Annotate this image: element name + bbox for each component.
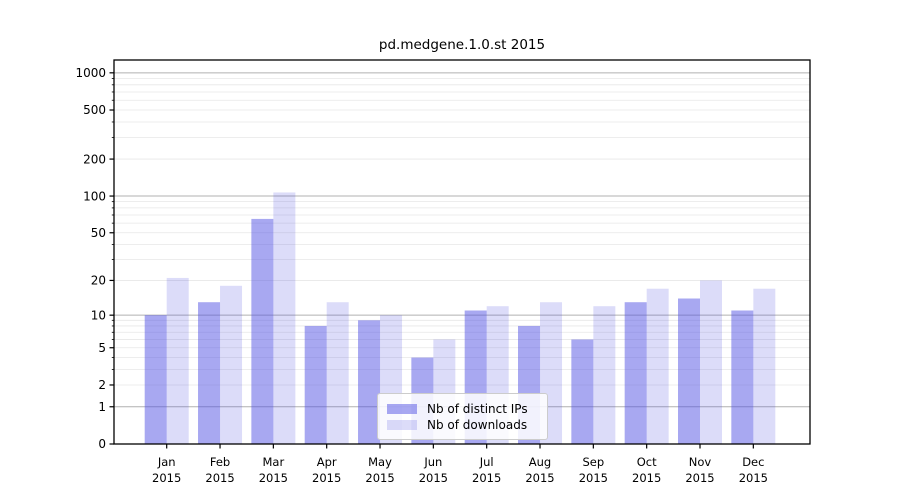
x-tick-label-month: Apr: [317, 455, 337, 469]
x-tick-label-year: 2015: [685, 471, 714, 485]
y-tick-label: 1: [98, 400, 106, 414]
y-tick-label: 20: [91, 274, 106, 288]
bar-downloads-oct: [646, 288, 669, 444]
x-tick-label-month: May: [368, 455, 392, 469]
bar-downloads-nov: [700, 280, 722, 444]
y-tick-label: 100: [83, 189, 106, 203]
bar-distinct-ips-oct: [624, 302, 647, 444]
bar-downloads-apr: [326, 302, 349, 444]
y-tick-label: 0: [98, 437, 106, 451]
y-tick-label: 5: [98, 341, 106, 355]
x-tick-label-month: Mar: [263, 455, 285, 469]
bar-distinct-ips-jan: [144, 315, 167, 444]
x-tick-label-year: 2015: [152, 471, 181, 485]
legend-item-distinct-ips: Nb of distinct IPs: [387, 401, 539, 416]
bar-distinct-ips-sep: [571, 339, 594, 444]
x-tick-label-month: Jun: [423, 455, 442, 469]
x-tick-label-month: Aug: [529, 455, 551, 469]
chart-title: pd.medgene.1.0.st 2015: [378, 37, 546, 53]
x-tick-label-year: 2015: [259, 471, 288, 485]
legend-swatch-downloads: [387, 419, 417, 430]
x-tick-label-month: Oct: [637, 455, 657, 469]
legend-item-downloads: Nb of downloads: [387, 417, 539, 432]
x-tick-label-month: Feb: [210, 455, 230, 469]
bar-distinct-ips-nov: [678, 298, 700, 444]
y-tick-label: 10: [91, 308, 106, 322]
x-tick-label-year: 2015: [525, 471, 554, 485]
bar-downloads-dec: [753, 288, 776, 444]
x-tick-label-year: 2015: [205, 471, 234, 485]
bar-downloads-jan: [166, 277, 189, 444]
bar-downloads-sep: [593, 306, 616, 444]
plot-border: [113, 59, 811, 445]
x-tick-label-month: Nov: [689, 455, 712, 469]
y-tick-label: 2: [98, 378, 106, 392]
x-tick-label-year: 2015: [632, 471, 661, 485]
x-tick-label-year: 2015: [312, 471, 341, 485]
legend-swatch-distinct-ips: [387, 403, 417, 414]
y-tick-label: 200: [83, 152, 106, 166]
x-tick-label-year: 2015: [365, 471, 394, 485]
x-tick-label-year: 2015: [739, 471, 768, 485]
x-tick-label-year: 2015: [419, 471, 448, 485]
y-tick-label: 1000: [75, 66, 106, 80]
x-tick-label-month: Jul: [479, 455, 494, 469]
x-tick-label-month: Jan: [157, 455, 176, 469]
bar-distinct-ips-mar: [251, 218, 274, 444]
bar-downloads-mar: [273, 192, 296, 444]
x-tick-label-year: 2015: [579, 471, 608, 485]
legend-label-downloads: Nb of downloads: [427, 417, 528, 432]
x-tick-label-year: 2015: [472, 471, 501, 485]
bar-distinct-ips-apr: [304, 325, 327, 444]
legend: Nb of distinct IPs Nb of downloads: [377, 393, 548, 440]
bar-distinct-ips-dec: [731, 310, 754, 444]
x-tick-label-month: Sep: [582, 455, 604, 469]
x-tick-label-month: Dec: [742, 455, 764, 469]
bar-distinct-ips-feb: [198, 302, 221, 444]
bar-downloads-feb: [220, 285, 243, 444]
legend-label-distinct-ips: Nb of distinct IPs: [427, 401, 528, 416]
y-tick-label: 50: [91, 226, 106, 240]
bar-distinct-ips-may: [358, 320, 381, 444]
y-tick-label: 500: [83, 103, 106, 117]
